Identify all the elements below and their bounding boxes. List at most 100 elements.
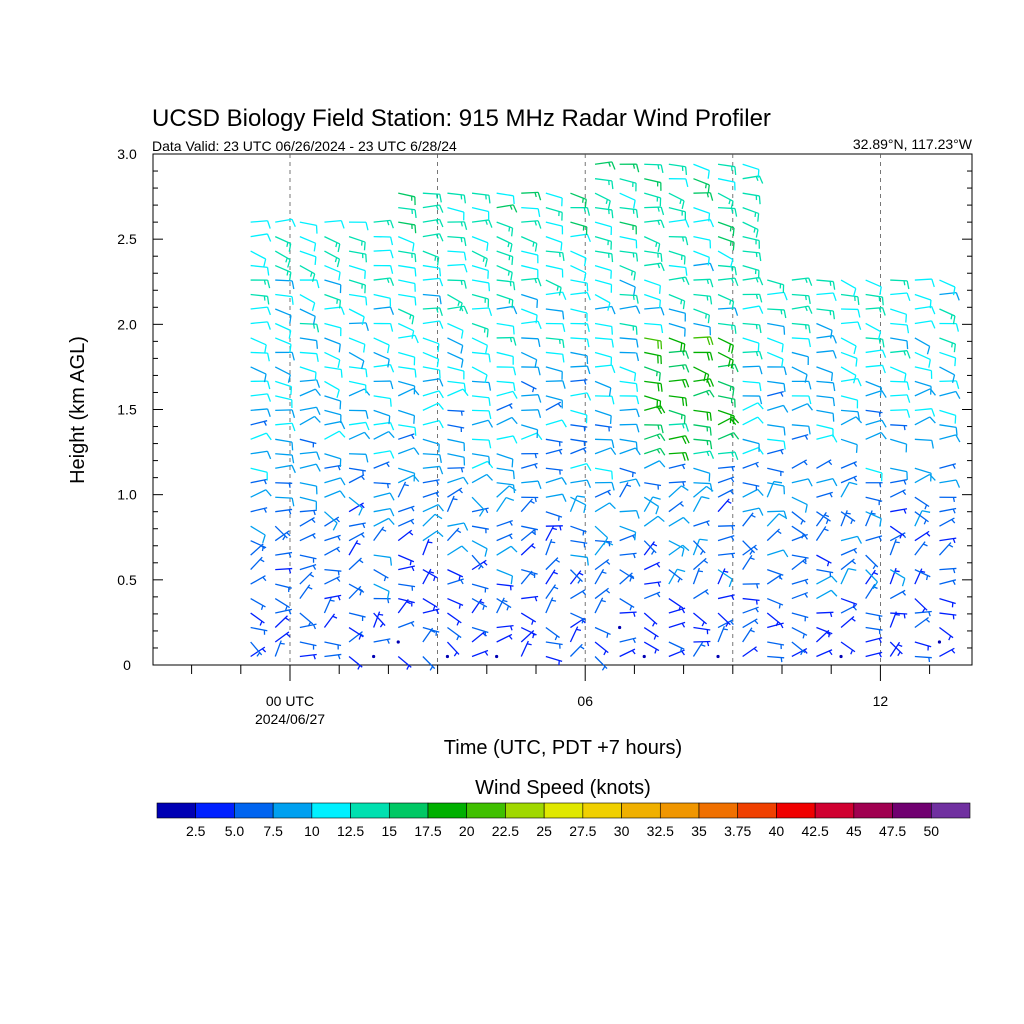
- barb-half: [654, 648, 657, 654]
- wind-barb: [816, 478, 838, 487]
- location-label: 32.89°N, 117.23°W: [853, 136, 973, 152]
- barb-half: [679, 199, 682, 205]
- barb-half: [312, 534, 316, 539]
- wind-barb: [324, 464, 342, 471]
- wind-barb: [594, 597, 606, 614]
- barb-staff: [422, 438, 440, 445]
- wind-barb: [545, 569, 558, 585]
- wind-barb: [816, 409, 835, 422]
- wind-barb: [742, 305, 764, 314]
- wind-barb: [914, 655, 932, 663]
- barb-full: [857, 296, 860, 306]
- barb-full: [729, 414, 732, 424]
- barb-half: [850, 519, 854, 525]
- wind-barb: [275, 395, 293, 408]
- barb-staff: [619, 305, 637, 310]
- barb-staff: [742, 380, 760, 384]
- barb-half: [553, 571, 558, 575]
- barb-staff: [447, 322, 464, 332]
- barb-half: [286, 532, 291, 537]
- barb-staff: [570, 250, 587, 259]
- wind-barb: [890, 394, 911, 403]
- barb-full: [484, 258, 488, 267]
- wind-barb: [619, 207, 639, 218]
- wind-barb: [496, 366, 517, 376]
- barb-full: [681, 379, 687, 388]
- barb-half: [804, 324, 807, 330]
- wind-barb: [766, 528, 782, 542]
- barb-half: [409, 560, 412, 566]
- barb-full: [339, 401, 342, 410]
- wind-barb: [471, 554, 484, 570]
- barb-full: [660, 424, 664, 434]
- wind-barb: [939, 279, 956, 296]
- barb-full: [732, 242, 735, 251]
- wind-barb: [594, 409, 612, 424]
- barb-staff: [250, 450, 268, 455]
- barb-half: [360, 533, 365, 538]
- barb-full: [586, 557, 589, 566]
- wind-barb: [840, 615, 856, 629]
- wind-barb: [619, 533, 636, 542]
- barb-half: [337, 570, 340, 576]
- barb-full: [757, 343, 760, 352]
- wind-barb: [693, 207, 711, 222]
- barb-staff: [889, 366, 907, 375]
- barb-full: [266, 451, 272, 460]
- barb-half: [558, 449, 563, 455]
- barb-staff: [643, 496, 659, 507]
- barb-staff: [373, 450, 391, 455]
- barb-half: [706, 451, 710, 457]
- wind-barb: [890, 424, 908, 431]
- barb-full: [364, 431, 371, 440]
- wind-barb: [373, 482, 391, 489]
- wind-barb: [250, 525, 266, 544]
- wind-barb: [717, 264, 737, 276]
- barb-staff: [397, 236, 415, 244]
- wind-barb: [643, 496, 661, 513]
- chart-title: UCSD Biology Field Station: 915 MHz Rada…: [152, 105, 771, 132]
- wind-barb: [447, 453, 466, 466]
- y-axis: 00.51.01.52.02.53.0: [117, 146, 972, 673]
- wind-barb: [299, 509, 317, 516]
- wind-barb: [767, 569, 784, 579]
- wind-barb: [692, 496, 710, 513]
- wind-barb: [447, 250, 467, 261]
- barb-full: [463, 195, 467, 204]
- barb-staff: [619, 447, 636, 455]
- colorbar-segment: [272, 802, 313, 819]
- wind-barb: [422, 479, 440, 485]
- barb-staff: [324, 477, 341, 484]
- wind-barb: [840, 321, 862, 330]
- wind-barb: [545, 337, 565, 348]
- x-tick-date-label: 2024/06/27: [255, 711, 325, 727]
- barb-full: [906, 324, 910, 334]
- wind-barb: [939, 567, 957, 574]
- barb-half: [731, 595, 735, 600]
- wind-barb: [839, 654, 843, 659]
- barb-full: [635, 408, 640, 418]
- barb-full: [586, 463, 592, 472]
- barb-staff: [324, 453, 341, 460]
- barb-full: [955, 380, 960, 389]
- barb-staff: [767, 337, 784, 345]
- barb-full: [929, 299, 932, 309]
- barb-full: [709, 378, 715, 387]
- barb-full: [510, 272, 513, 281]
- barb-half: [729, 490, 734, 495]
- barb-half: [922, 607, 926, 613]
- wind-barb: [668, 485, 689, 498]
- wind-barbs: [250, 161, 961, 671]
- barb-full: [511, 459, 514, 468]
- wind-barb: [644, 279, 661, 294]
- wind-barb: [692, 567, 703, 585]
- wind-barb: [914, 366, 933, 379]
- wind-barb: [447, 263, 468, 273]
- barb-staff: [373, 306, 391, 310]
- barb-half: [334, 257, 338, 263]
- barb-full: [288, 330, 292, 339]
- barb-half: [534, 497, 537, 503]
- barb-half: [508, 226, 511, 232]
- barb-full: [266, 296, 270, 305]
- wind-barb: [349, 322, 369, 331]
